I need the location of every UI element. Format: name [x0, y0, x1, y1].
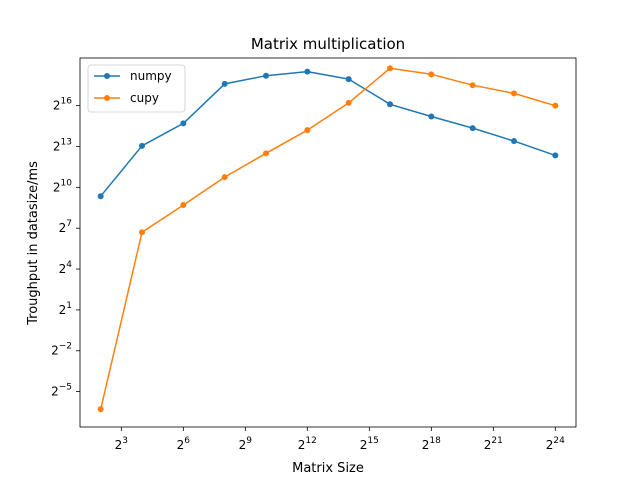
- data-point-cupy-5: [304, 127, 311, 134]
- data-point-numpy-1: [139, 142, 145, 149]
- series-line-numpy: [100, 70, 556, 197]
- data-point-cupy-4: [263, 150, 269, 157]
- legend-marker-cupy: [104, 95, 110, 101]
- data-point-numpy-11: [552, 152, 559, 159]
- data-point-cupy-10: [511, 90, 517, 97]
- data-point-cupy-0: [97, 406, 104, 413]
- data-point-cupy-3: [221, 174, 228, 181]
- data-point-numpy-8: [428, 113, 435, 120]
- data-point-cupy-1: [139, 229, 145, 236]
- chart-title: Matrix multiplication: [251, 35, 405, 53]
- data-point-cupy-8: [428, 71, 435, 78]
- data-point-numpy-10: [511, 138, 517, 145]
- x-axis-label: Matrix Size: [292, 461, 364, 476]
- data-point-numpy-7: [387, 101, 393, 108]
- data-point-numpy-2: [180, 120, 187, 127]
- series-line-cupy: [99, 67, 556, 410]
- plot-area: 23 26 29 212 215 218 221 2242−52−22124272102132…: [51, 57, 577, 452]
- y-axis-label: Troughput in datasize/ms: [26, 161, 41, 326]
- legend-label-numpy: numpy: [130, 69, 172, 83]
- data-point-cupy-6: [345, 99, 352, 106]
- legend: numpy cupy: [87, 64, 186, 113]
- data-point-cupy-7: [387, 65, 393, 72]
- data-point-cupy-2: [180, 202, 187, 209]
- data-point-numpy-4: [263, 72, 269, 79]
- data-point-numpy-0: [97, 193, 104, 200]
- plot-frame: [79, 57, 577, 428]
- data-point-numpy-3: [221, 80, 228, 87]
- data-point-numpy-5: [304, 68, 311, 75]
- legend-label-cupy: cupy: [130, 91, 159, 105]
- data-point-cupy-11: [552, 102, 559, 109]
- legend-marker-numpy: [104, 73, 110, 79]
- data-point-numpy-9: [469, 125, 476, 132]
- data-point-numpy-6: [345, 76, 352, 83]
- data-point-cupy-9: [469, 82, 476, 89]
